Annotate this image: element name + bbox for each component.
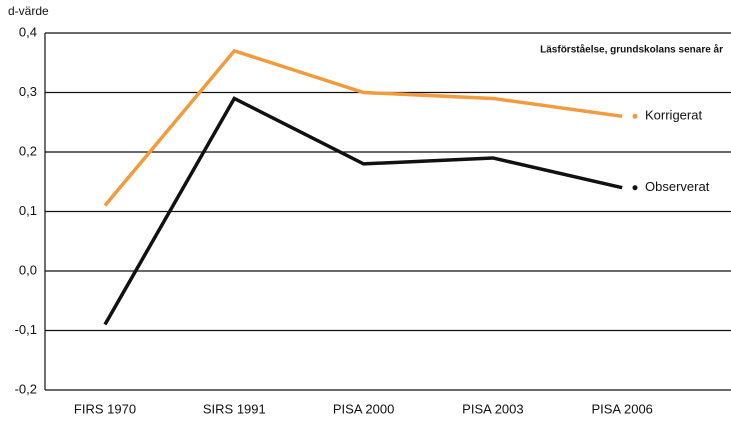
x-tick-label: PISA 2000 [333, 401, 394, 416]
legend-marker [632, 185, 638, 191]
series-line [103, 48, 623, 207]
y-tick-label: -0,1 [15, 322, 37, 337]
y-tick-label: 0,0 [19, 262, 37, 277]
x-tick-label: PISA 2006 [591, 401, 652, 416]
legend-label: Observerat [645, 179, 710, 194]
legend-marker [632, 113, 638, 119]
x-tick-label: PISA 2003 [462, 401, 523, 416]
legend-label: Korrigerat [645, 108, 702, 123]
x-tick-label: SIRS 1991 [203, 401, 266, 416]
annotation: Läsförståelse, grundskolans senare år [540, 44, 723, 56]
y-tick-label: 0,3 [19, 84, 37, 99]
y-tick-label: -0,2 [15, 381, 37, 396]
y-tick-label: 0,2 [19, 143, 37, 158]
y-tick-label: 0,1 [19, 203, 37, 218]
x-tick-label: FIRS 1970 [74, 401, 136, 416]
y-tick-label: 0,4 [19, 24, 37, 39]
series-line [103, 96, 623, 326]
y-axis-label: d-värde [8, 4, 49, 18]
